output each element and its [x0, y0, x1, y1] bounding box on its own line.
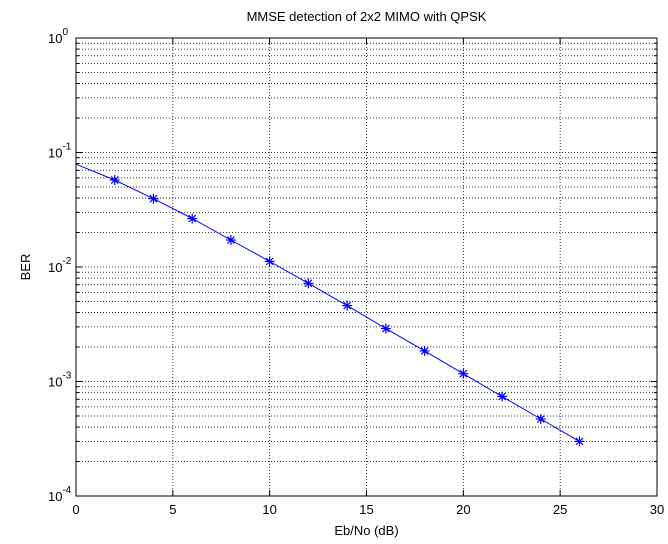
data-point-marker — [225, 235, 236, 246]
series-line — [75, 163, 580, 442]
y-axis-label: BER — [18, 254, 33, 281]
y-tick-label: 10-3 — [48, 371, 72, 390]
y-tick-label: 10-4 — [48, 485, 72, 504]
y-tick-label: 100 — [48, 27, 68, 46]
x-axis-label: Eb/No (dB) — [334, 523, 398, 538]
data-point-marker — [109, 175, 120, 186]
data-point-marker — [535, 414, 546, 425]
x-tick-label: 30 — [650, 502, 664, 517]
x-tick-label: 25 — [553, 502, 567, 517]
ticks: 0 5 10 15 20 25 30 10-4 10-3 10-2 10-1 100 — [48, 27, 664, 517]
data-point-marker — [497, 391, 508, 402]
series-layer — [75, 163, 585, 447]
data-point-marker — [187, 213, 198, 224]
data-point-marker — [419, 345, 430, 356]
y-tick-label: 10-1 — [48, 142, 72, 161]
chart-title: MMSE detection of 2x2 MIMO with QPSK — [247, 9, 487, 24]
x-tick-label: 0 — [72, 502, 79, 517]
grid — [76, 38, 657, 496]
y-tick-label: 10-2 — [48, 256, 72, 275]
data-point-marker — [342, 300, 353, 311]
x-tick-label: 20 — [456, 502, 470, 517]
data-point-marker — [458, 368, 469, 379]
x-tick-label: 15 — [359, 502, 373, 517]
data-point-marker — [574, 436, 585, 447]
x-tick-label: 5 — [169, 502, 176, 517]
data-point-marker — [148, 193, 159, 204]
data-point-marker — [380, 323, 391, 334]
data-point-marker — [303, 278, 314, 289]
x-tick-label: 10 — [262, 502, 276, 517]
data-point-marker — [264, 256, 275, 267]
